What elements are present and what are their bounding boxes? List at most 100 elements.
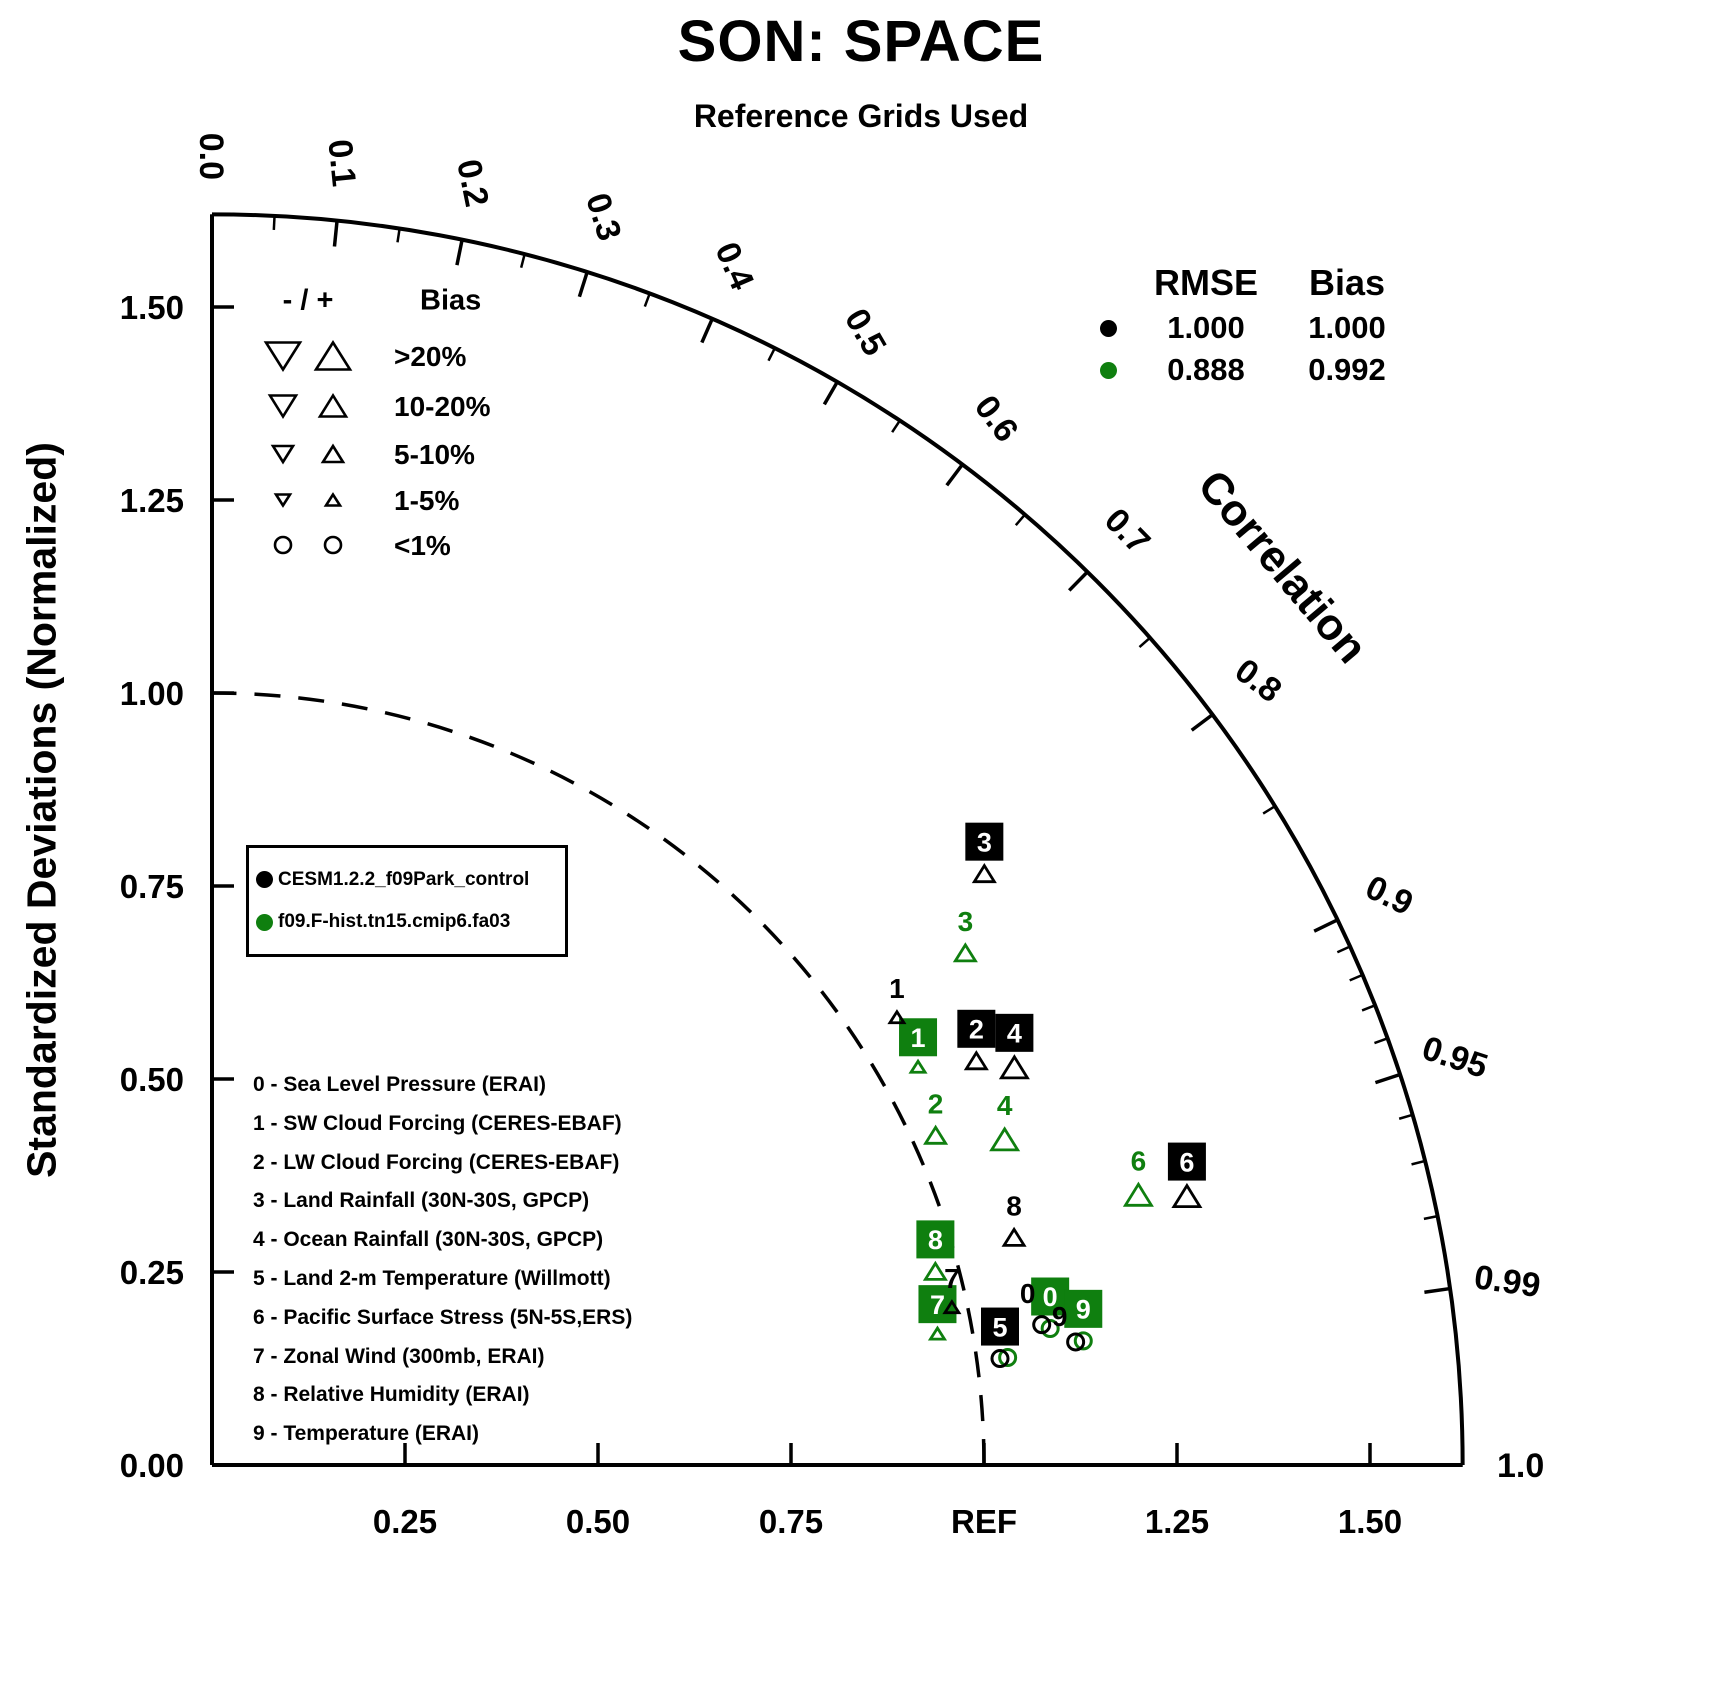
sd-tick-label-bottom: 0.25	[373, 1503, 437, 1540]
variable-list-item: 0 - Sea Level Pressure (ERAI)	[253, 1073, 546, 1096]
model-label-black: CESM1.2.2_f09Park_control	[278, 868, 530, 890]
bias-legend-row-label: 1-5%	[394, 485, 459, 516]
corr-tick-label-0.1: 0.1	[320, 138, 363, 189]
sd-tick-label-left: 0.50	[120, 1061, 184, 1098]
point-label: 2	[969, 1015, 984, 1045]
bias-legend-row-label: >20%	[394, 341, 466, 372]
data-point-black-0: 0	[1020, 1278, 1052, 1335]
corr-tick-label-0.2: 0.2	[449, 156, 496, 210]
corr-tick-minor	[767, 347, 776, 362]
corr-tick-minor	[1336, 945, 1351, 954]
point-circle-icon	[998, 1348, 1018, 1368]
data-point-green-0: 0	[1031, 1277, 1070, 1339]
point-label: 7	[944, 1263, 960, 1294]
stats-bias-black: 1.000	[1308, 310, 1386, 345]
point-triangle-icon	[1122, 1181, 1154, 1207]
point-triangle-icon	[908, 1058, 928, 1074]
bias-legend-symbols-header: - / +	[283, 284, 334, 316]
point-label: 7	[930, 1290, 945, 1320]
black-series-dot-icon	[256, 871, 273, 889]
sd-tick-label-left: 1.00	[120, 675, 184, 712]
data-point-green-2: 2	[923, 1088, 949, 1145]
corr-tick-major	[455, 239, 464, 266]
point-label: 8	[1006, 1190, 1022, 1221]
point-label: 2	[928, 1088, 944, 1119]
bias-down-triangle-icon	[270, 444, 296, 465]
point-triangle-icon	[942, 1299, 962, 1315]
data-point-black-2: 2	[957, 1009, 996, 1071]
point-label-box	[965, 822, 1004, 861]
corr-tick-minor	[643, 293, 651, 308]
stats-table: RMSE Bias 1.000 1.000 0.888 0.992	[1085, 262, 1413, 388]
corr-tick-label-0.0: 0.0	[192, 133, 230, 180]
variable-list-item: 1 - SW Cloud Forcing (CERES-EBAF)	[253, 1111, 622, 1135]
corr-tick-minor	[1374, 1037, 1389, 1045]
corr-tick-major	[945, 463, 964, 487]
corr-tick-label-0.6: 0.6	[967, 389, 1026, 450]
point-triangle-icon	[887, 1009, 907, 1025]
model-legend-row-black: CESM1.2.2_f09Park_control	[256, 869, 565, 891]
variable-list-item: 3 - Land Rainfall (30N-30S, GPCP)	[253, 1189, 590, 1213]
corr-tick-major	[700, 318, 714, 344]
variable-list: 0 - Sea Level Pressure (ERAI) 1 - SW Clo…	[253, 1066, 632, 1454]
point-label: 8	[928, 1225, 943, 1255]
variable-list-item: 9 - Temperature (ERAI)	[253, 1422, 479, 1446]
point-circle-icon	[1073, 1331, 1093, 1351]
point-label-box	[1031, 1277, 1070, 1316]
point-label: 1	[889, 973, 905, 1004]
corr-tick-minor	[1411, 1159, 1426, 1166]
point-triangle-icon	[998, 1054, 1030, 1080]
point-label-box	[1064, 1289, 1103, 1328]
sd-tick-label-left: 0.00	[120, 1447, 184, 1484]
point-label-box	[981, 1307, 1020, 1346]
data-point-black-7: 7	[942, 1263, 962, 1315]
point-label: 3	[958, 906, 974, 937]
sd-tick-label-bottom: REF	[951, 1503, 1017, 1540]
bias-down-triangle-icon	[273, 493, 293, 508]
model-label-green: f09.F-hist.tn15.cmip6.fa03	[278, 911, 511, 933]
corr-tick-minor	[272, 215, 276, 230]
bias-legend-row-label: <1%	[394, 530, 451, 561]
sd-tick-label-left: 0.25	[120, 1254, 184, 1291]
model-legend: CESM1.2.2_f09Park_control f09.F-hist.tn1…	[246, 845, 568, 957]
point-triangle-icon	[927, 1325, 948, 1341]
point-circle-icon	[990, 1349, 1010, 1369]
point-triangle-icon	[923, 1124, 949, 1145]
point-label-box	[957, 1009, 996, 1048]
point-label: 9	[1076, 1295, 1091, 1325]
corr-tick-label-0.9: 0.9	[1360, 868, 1419, 923]
stats-header-rmse: RMSE	[1153, 262, 1258, 303]
stats-rmse-green: 0.888	[1167, 352, 1245, 387]
point-label: 0	[1043, 1282, 1058, 1312]
corr-tick-major	[577, 271, 589, 298]
corr-tick-minor	[1423, 1214, 1438, 1221]
point-label-box	[916, 1220, 955, 1259]
variable-list-item: 8 - Relative Humidity (ERAI)	[253, 1383, 530, 1407]
point-label: 9	[1052, 1301, 1068, 1332]
corr-tick-major	[1313, 918, 1339, 933]
point-triangle-icon	[971, 863, 997, 884]
corr-tick-minor	[1361, 1004, 1376, 1012]
data-point-black-4: 4	[995, 1013, 1034, 1080]
point-label-box	[995, 1013, 1034, 1052]
bias-down-triangle-icon	[267, 394, 299, 419]
bias-up-triangle-icon	[317, 393, 349, 418]
variable-list-item: 2 - LW Cloud Forcing (CERES-EBAF)	[253, 1150, 620, 1174]
corr-tick-major	[1374, 1072, 1401, 1085]
point-label: 3	[977, 827, 992, 857]
variable-list-item: 6 - Pacific Surface Stress (5N-5S,ERS)	[253, 1305, 633, 1329]
point-triangle-icon	[989, 1126, 1021, 1152]
corr-tick-label-0.8: 0.8	[1228, 651, 1289, 710]
corr-tick-label-0.95: 0.95	[1417, 1029, 1492, 1086]
point-label: 1	[911, 1023, 926, 1053]
page-subtitle: Reference Grids Used	[693, 98, 1029, 134]
sd-tick-label-bottom: 1.25	[1145, 1503, 1209, 1540]
data-points: 01234567890123456789	[887, 822, 1206, 1369]
point-triangle-icon	[952, 942, 978, 963]
variable-list-item: 7 - Zonal Wind (300mb, ERAI)	[253, 1344, 545, 1368]
data-point-green-1: 1	[899, 1018, 938, 1074]
data-point-green-9: 9	[1064, 1289, 1103, 1351]
point-label: 6	[1131, 1145, 1147, 1176]
correlation-axis-label: Correlation	[1188, 461, 1376, 672]
